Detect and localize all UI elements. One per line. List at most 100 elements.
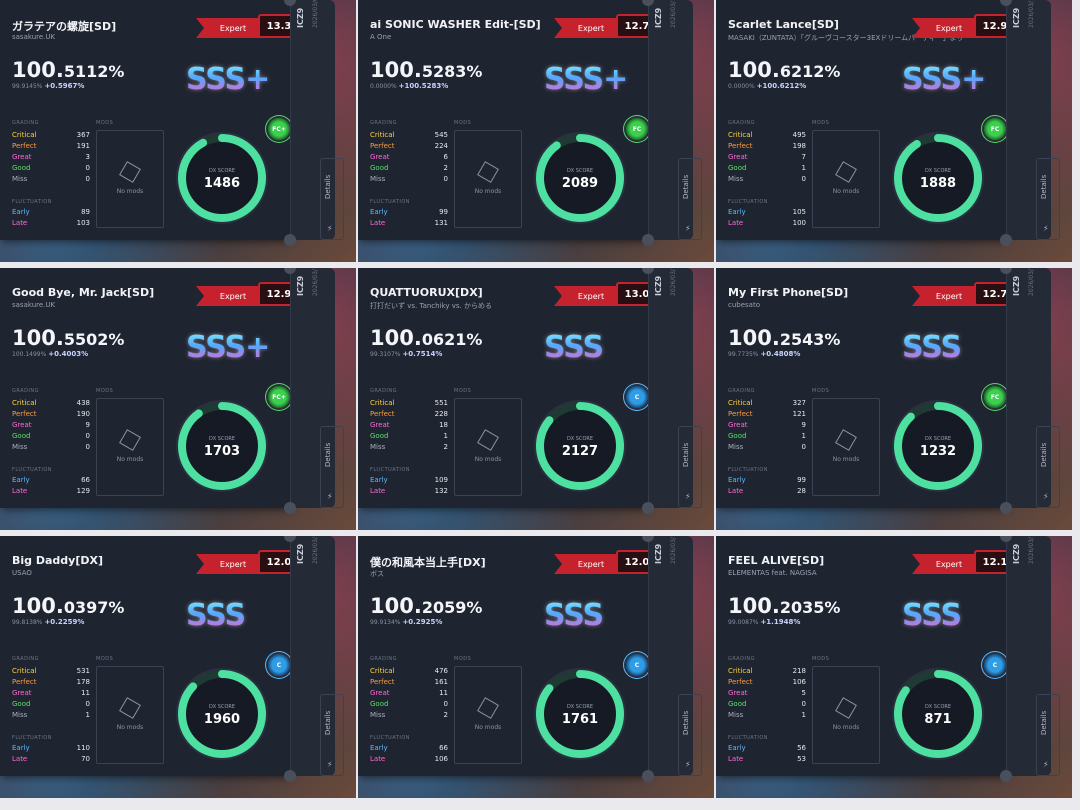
version-label: ICZ9 (654, 7, 663, 28)
song-artist: 打打だいず vs. Tanchiky vs. からめる (370, 302, 492, 310)
details-button[interactable]: Details ⚡ (320, 426, 344, 508)
result-tile: Big Daddy[DX] USAO Expert 12.0 100.0397%… (0, 536, 356, 798)
good-label: Good (370, 432, 389, 440)
accuracy-int: 100. (370, 594, 422, 618)
ticket-notch-top (1000, 536, 1012, 542)
great-count: 11 (439, 689, 448, 697)
grading-heading: GRADING (370, 656, 398, 662)
song-artist: USAO (12, 569, 32, 577)
grading-row-miss: Miss 2 (370, 710, 448, 721)
details-button[interactable]: Details ⚡ (678, 426, 702, 508)
details-label: Details (682, 442, 690, 467)
cube-icon (835, 428, 857, 451)
song-artist: cubesato (728, 301, 760, 309)
details-button[interactable]: Details ⚡ (320, 158, 344, 240)
rank-label: SSS (902, 330, 962, 365)
ring-progress (178, 134, 266, 222)
accuracy-sub: 99.7735% +0.4808% (728, 350, 800, 358)
mods-heading: MODS (96, 120, 114, 126)
details-button[interactable]: Details ⚡ (1036, 158, 1060, 240)
side-panel (648, 536, 693, 776)
mods-panel: No mods (812, 666, 880, 764)
late-count: 106 (434, 755, 448, 763)
dx-score-ring: DX SCORE 2089 (530, 128, 630, 228)
details-button[interactable]: Details ⚡ (1036, 426, 1060, 508)
difficulty-label: Expert (912, 18, 980, 38)
version-label: ICZ9 (654, 543, 663, 564)
side-panel (290, 0, 335, 240)
fluctuation-row-late: Late 103 (12, 218, 90, 229)
accuracy-sub: 99.9145% +0.5967% (12, 82, 84, 90)
grading-heading: GRADING (728, 120, 756, 126)
dx-score-gauge (534, 400, 626, 492)
mods-heading: MODS (96, 388, 114, 394)
ring-progress (536, 670, 624, 758)
fluctuation-row-late: Late 70 (12, 754, 90, 765)
perfect-label: Perfect (370, 410, 395, 418)
details-button[interactable]: Details ⚡ (1036, 694, 1060, 776)
accuracy-int: 100. (12, 58, 64, 82)
fluctuation-heading: FLUCTUATION (12, 199, 53, 205)
result-tile: QUATTUORUX[DX] 打打だいず vs. Tanchiky vs. から… (358, 268, 714, 530)
details-button[interactable]: Details ⚡ (678, 158, 702, 240)
good-count: 0 (443, 700, 448, 708)
mods-panel: No mods (454, 398, 522, 496)
grading-row-critical: Critical 545 (370, 130, 448, 141)
song-title: FEEL ALIVE[SD] (728, 554, 825, 567)
accuracy-frac: 5283% (421, 62, 483, 81)
mods-heading: MODS (812, 120, 830, 126)
grading-row-great: Great 11 (370, 688, 448, 699)
no-mods-text: No mods (116, 187, 144, 195)
clear-badge-icon: C (268, 654, 290, 676)
perfect-count: 228 (434, 410, 448, 418)
dx-score-gauge (892, 668, 984, 760)
cube-icon (477, 428, 499, 451)
early-count: 66 (81, 476, 90, 484)
clear-badge-icon: C (984, 654, 1006, 676)
details-button[interactable]: Details ⚡ (320, 694, 344, 776)
details-button[interactable]: Details ⚡ (678, 694, 702, 776)
version-label: ICZ9 (296, 275, 305, 296)
dx-score-ring: DX SCORE 1232 (888, 396, 988, 496)
song-artist: ELEMENTAS feat. NAGISA (728, 569, 817, 577)
result-tile: ガラテアの螺旋[SD] sasakure.UK Expert 13.3 100.… (0, 0, 356, 262)
grading-row-great: Great 3 (12, 152, 90, 163)
result-card: Scarlet Lance[SD] MASAKI（ZUNTATA）「グルーヴコー… (716, 0, 1016, 240)
dx-score-gauge (176, 668, 268, 760)
ticket-notch-top (284, 536, 296, 542)
dx-score-ring: DX SCORE 1888 (888, 128, 988, 228)
difficulty-label: Expert (196, 286, 264, 306)
ticket-notch-bottom (284, 502, 296, 514)
ring-progress (894, 670, 982, 758)
great-label: Great (12, 153, 32, 161)
grading-table: Critical 545 Perfect 224 Great 6 Good 2 Miss… (370, 130, 448, 185)
good-count: 1 (443, 432, 448, 440)
dx-score-value: 1232 (919, 444, 957, 459)
great-label: Great (12, 421, 32, 429)
song-artist: ボス (370, 570, 384, 578)
great-count: 6 (443, 153, 448, 161)
late-count: 132 (434, 487, 448, 495)
fluctuation-table: Early 66 Late 129 (12, 475, 90, 497)
early-count: 89 (81, 208, 90, 216)
mods-panel: No mods (454, 666, 522, 764)
mods-heading: MODS (96, 656, 114, 662)
version-label: ICZ9 (1012, 543, 1021, 564)
dx-score-value: 1888 (919, 176, 957, 191)
ticket-notch-top (1000, 0, 1012, 6)
details-label: Details (324, 442, 332, 467)
fluctuation-row-early: Early 99 (728, 475, 806, 486)
critical-count: 531 (76, 667, 90, 675)
grading-row-critical: Critical 327 (728, 398, 806, 409)
critical-count: 551 (434, 399, 448, 407)
grading-row-critical: Critical 551 (370, 398, 448, 409)
good-label: Good (728, 164, 747, 172)
result-tile: Good Bye, Mr. Jack[SD] sasakure.UK Exper… (0, 268, 356, 530)
ring-progress (894, 402, 982, 490)
early-count: 99 (439, 208, 448, 216)
perfect-label: Perfect (12, 410, 37, 418)
grading-row-perfect: Perfect 121 (728, 409, 806, 420)
fluctuation-table: Early 109 Late 132 (370, 475, 448, 497)
critical-label: Critical (728, 399, 753, 407)
perfect-label: Perfect (370, 142, 395, 150)
